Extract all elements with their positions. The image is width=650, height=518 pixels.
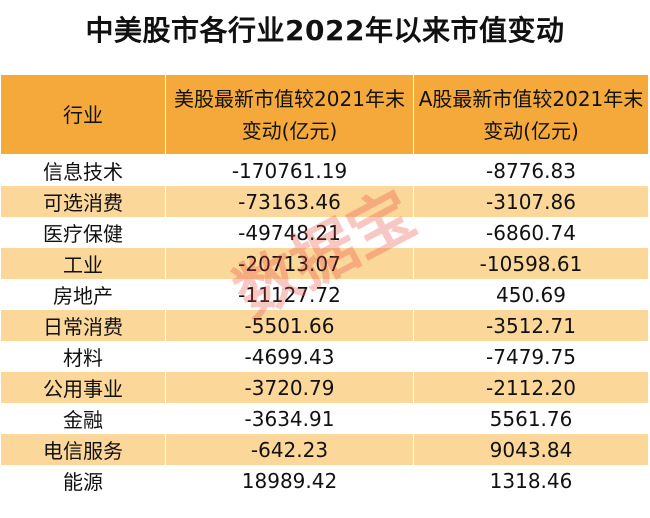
cell-us-change: -49748.21 — [165, 217, 414, 248]
cell-us-change: -4699.43 — [165, 341, 414, 372]
cell-industry: 公用事业 — [0, 372, 166, 403]
cell-a-share-change: -10598.61 — [413, 248, 649, 279]
table-row: 日常消费 -5501.66 -3512.71 — [0, 310, 649, 341]
cell-a-share-change: -2112.20 — [413, 372, 649, 403]
cell-a-share-change: -7479.75 — [413, 341, 649, 372]
table-row: 信息技术 -170761.19 -8776.83 — [0, 154, 649, 186]
cell-a-share-change: 9043.84 — [413, 434, 649, 465]
table-row: 公用事业 -3720.79 -2112.20 — [0, 372, 649, 403]
cell-industry: 医疗保健 — [0, 217, 166, 248]
industry-market-cap-table: 行业 美股最新市值较2021年末变动(亿元) A股最新市值较2021年末变动(亿… — [0, 74, 649, 496]
cell-us-change: -73163.46 — [165, 186, 414, 217]
table-row: 工业 -20713.07 -10598.61 — [0, 248, 649, 279]
cell-us-change: 18989.42 — [165, 465, 414, 496]
cell-us-change: -642.23 — [165, 434, 414, 465]
table-row: 房地产 -11127.72 450.69 — [0, 279, 649, 310]
table-row: 可选消费 -73163.46 -3107.86 — [0, 186, 649, 217]
cell-a-share-change: 450.69 — [413, 279, 649, 310]
cell-industry: 材料 — [0, 341, 166, 372]
cell-a-share-change: -3512.71 — [413, 310, 649, 341]
cell-a-share-change: 5561.76 — [413, 403, 649, 434]
header-us-change: 美股最新市值较2021年末变动(亿元) — [165, 74, 414, 155]
cell-industry: 可选消费 — [0, 186, 166, 217]
table-row: 能源 18989.42 1318.46 — [0, 465, 649, 496]
cell-a-share-change: -6860.74 — [413, 217, 649, 248]
page-title: 中美股市各行业2022年以来市值变动 — [85, 14, 565, 47]
cell-us-change: -11127.72 — [165, 279, 414, 310]
cell-a-share-change: -3107.86 — [413, 186, 649, 217]
cell-a-share-change: 1318.46 — [413, 465, 649, 496]
cell-us-change: -20713.07 — [165, 248, 414, 279]
table-row: 医疗保健 -49748.21 -6860.74 — [0, 217, 649, 248]
cell-industry: 房地产 — [0, 279, 166, 310]
cell-us-change: -5501.66 — [165, 310, 414, 341]
cell-industry: 金融 — [0, 403, 166, 434]
table-header-row: 行业 美股最新市值较2021年末变动(亿元) A股最新市值较2021年末变动(亿… — [0, 74, 649, 155]
cell-us-change: -170761.19 — [165, 154, 414, 186]
cell-industry: 日常消费 — [0, 310, 166, 341]
header-industry: 行业 — [0, 74, 166, 155]
header-a-share-change: A股最新市值较2021年末变动(亿元) — [413, 74, 649, 155]
table-row: 金融 -3634.91 5561.76 — [0, 403, 649, 434]
cell-industry: 能源 — [0, 465, 166, 496]
cell-us-change: -3720.79 — [165, 372, 414, 403]
cell-industry: 电信服务 — [0, 434, 166, 465]
table-row: 电信服务 -642.23 9043.84 — [0, 434, 649, 465]
cell-us-change: -3634.91 — [165, 403, 414, 434]
cell-a-share-change: -8776.83 — [413, 154, 649, 186]
table-row: 材料 -4699.43 -7479.75 — [0, 341, 649, 372]
cell-industry: 工业 — [0, 248, 166, 279]
cell-industry: 信息技术 — [0, 154, 166, 186]
